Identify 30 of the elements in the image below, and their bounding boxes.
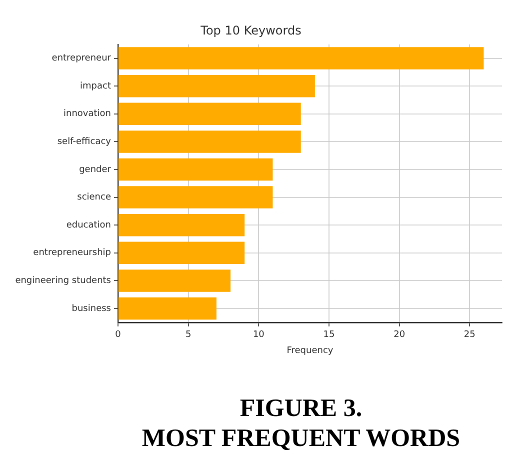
x-tick-label: 5 — [185, 330, 192, 340]
bar — [118, 297, 216, 320]
x-tick-label: 0 — [115, 330, 122, 340]
y-tick-label: impact — [80, 81, 112, 92]
bar — [118, 47, 484, 70]
bar — [118, 270, 231, 292]
bar — [118, 102, 301, 126]
y-tick-label: self-efficacy — [57, 137, 112, 148]
x-tick-label: 25 — [464, 330, 476, 340]
y-tick-label: science — [77, 192, 112, 203]
bar — [118, 74, 315, 98]
y-tick-label: entrepreneurship — [33, 248, 112, 258]
text: MOST FREQUENT WORDS — [140, 424, 462, 454]
x-tick-label: 15 — [323, 330, 335, 340]
y-tick-label: engineering students — [15, 276, 112, 286]
y-tick-label: innovation — [64, 109, 111, 120]
bar — [118, 130, 301, 153]
y-tick-label: gender — [79, 164, 112, 175]
bar — [118, 242, 245, 264]
x-tick-label: 20 — [394, 330, 406, 340]
x-tick-label: 10 — [252, 330, 265, 340]
x-axis-title: Frequency — [286, 346, 334, 356]
caption: FIGURE 3. — [238, 394, 364, 424]
bar — [118, 186, 273, 208]
chart-title: Top 10 Keywords — [200, 23, 302, 38]
bar — [118, 158, 273, 181]
y-tick-label: entrepreneur — [52, 54, 112, 64]
bar — [118, 214, 245, 236]
y-tick-label: education — [66, 220, 111, 230]
y-tick-label: business — [72, 304, 112, 314]
